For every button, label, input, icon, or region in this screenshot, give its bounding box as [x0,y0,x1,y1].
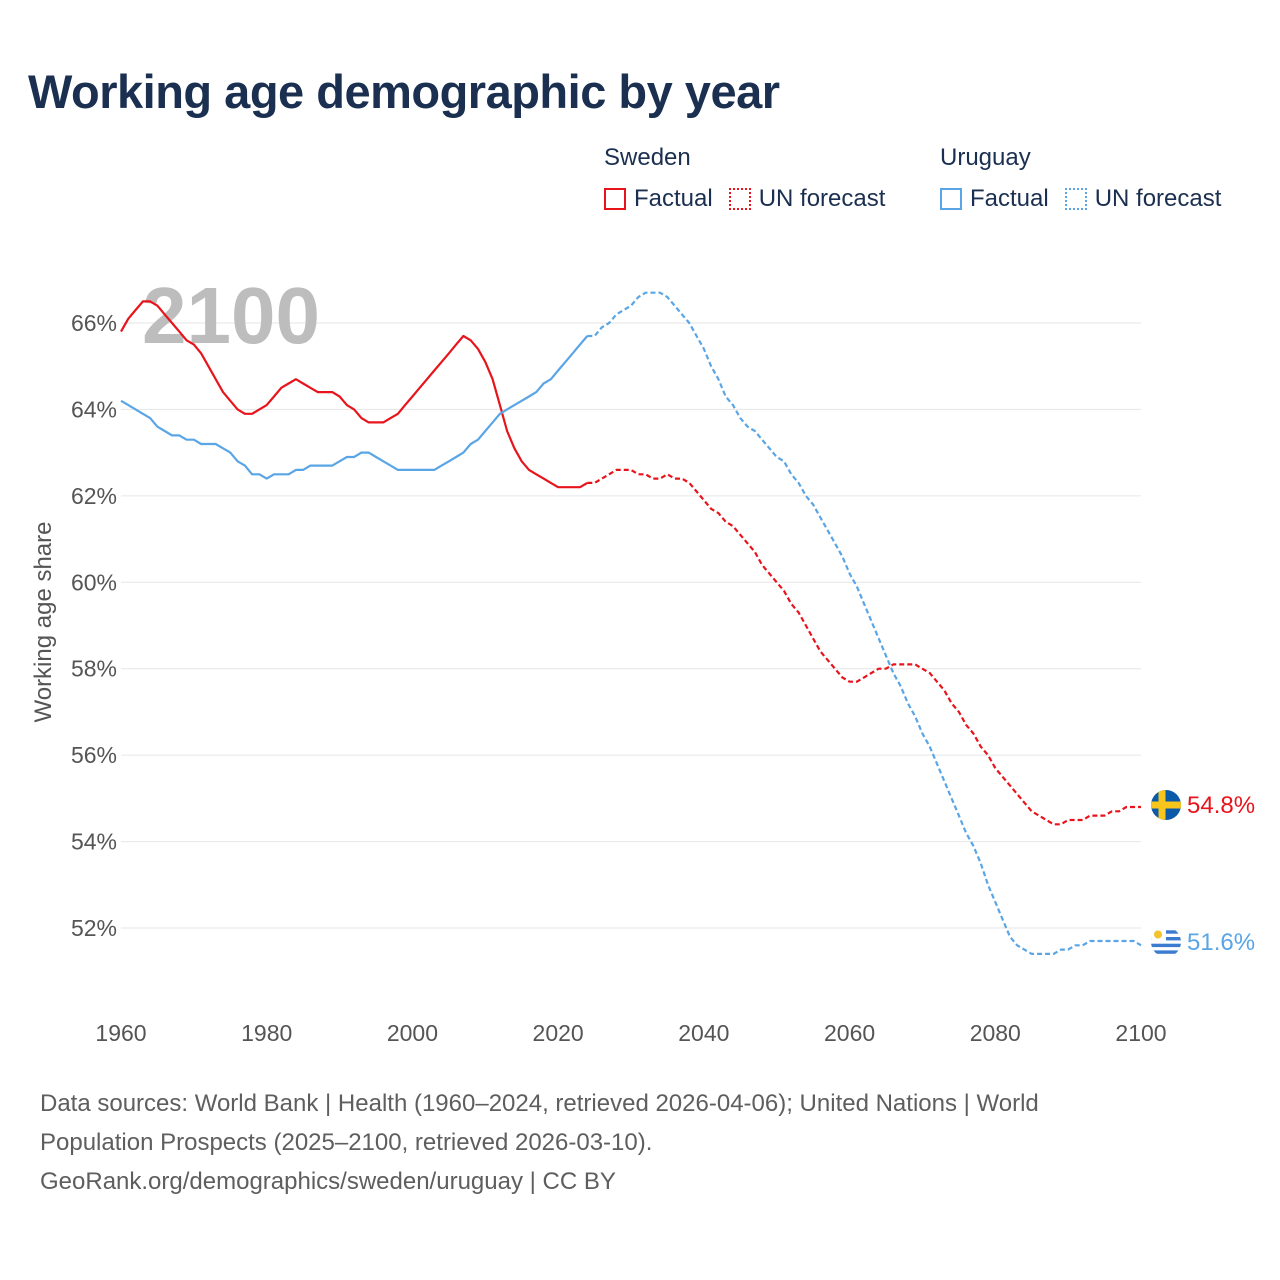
footer-sources: Data sources: World Bank | Health (1960–… [40,1084,1230,1201]
x-tick-label: 2080 [970,1020,1021,1046]
y-tick-label: 66% [71,310,117,336]
legend-sweden-forecast[interactable]: UN forecast [728,185,886,213]
y-tick-label: 52% [71,915,117,941]
legend-sweden: Sweden Factual UN forecast [604,140,901,216]
x-axis-ticks: 1960 1980 2000 2020 2040 2060 2080 2100 [95,1020,1166,1046]
sweden-forecast-line [587,468,1141,826]
legend-sweden-factual[interactable]: Factual [604,185,713,213]
legend-uruguay-name: Uruguay [940,144,1031,171]
legend-sweden-forecast-label: UN forecast [758,185,886,212]
line-chart: 52% 54% 56% 58% 60% 62% 64% 66% 1960 1980 2000 202… [30,271,1255,1046]
legend-uruguay: Uruguay Factual UN forecast [940,140,1221,216]
sweden-flag-icon [1151,790,1181,820]
y-axis-label: Working age share [30,522,57,723]
x-tick-label: 2100 [1115,1020,1166,1046]
grid-lines [121,322,1141,929]
legend-uruguay-forecast-label: UN forecast [1094,185,1222,212]
uruguay-factual-line [120,335,589,480]
sweden-end-label: 54.8% [1187,792,1255,819]
legend-uruguay-factual-swatch [940,188,962,210]
sweden-factual-line [120,300,588,489]
legend-uruguay-forecast-swatch [1064,188,1087,210]
x-tick-label: 2060 [824,1020,875,1046]
legend-uruguay-factual-label: Factual [970,185,1049,212]
year-stamp: 2100 [142,271,320,360]
y-tick-label: 64% [71,396,117,422]
uruguay-forecast-line [587,291,1142,955]
footer-line-2: Population Prospects (2025–2100, retriev… [40,1129,653,1156]
x-tick-label: 1980 [241,1020,292,1046]
legend-uruguay-factual[interactable]: Factual [940,185,1049,213]
uruguay-end-label: 51.6% [1187,929,1255,956]
y-tick-label: 62% [71,483,117,509]
y-tick-label: 56% [71,742,117,768]
page-title: Working age demographic by year [28,65,780,118]
y-tick-label: 54% [71,829,117,855]
x-tick-label: 1960 [95,1020,146,1046]
y-axis-ticks: 52% 54% 56% 58% 60% 62% 64% 66% [71,310,117,941]
legend-sweden-name: Sweden [604,144,691,171]
legend-uruguay-forecast[interactable]: UN forecast [1064,185,1222,213]
legend-sweden-factual-label: Factual [634,185,713,212]
y-tick-label: 58% [71,656,117,682]
y-tick-label: 60% [71,569,117,595]
x-tick-label: 2040 [678,1020,729,1046]
legend-sweden-factual-swatch [604,188,626,210]
footer-line-1: Data sources: World Bank | Health (1960–… [40,1090,1039,1117]
x-tick-label: 2020 [533,1020,584,1046]
legend-sweden-forecast-swatch [728,188,751,210]
uruguay-flag-icon [1151,927,1181,957]
series-lines [120,291,1142,955]
x-tick-label: 2000 [387,1020,438,1046]
footer-line-3[interactable]: GeoRank.org/demographics/sweden/uruguay … [40,1168,616,1195]
